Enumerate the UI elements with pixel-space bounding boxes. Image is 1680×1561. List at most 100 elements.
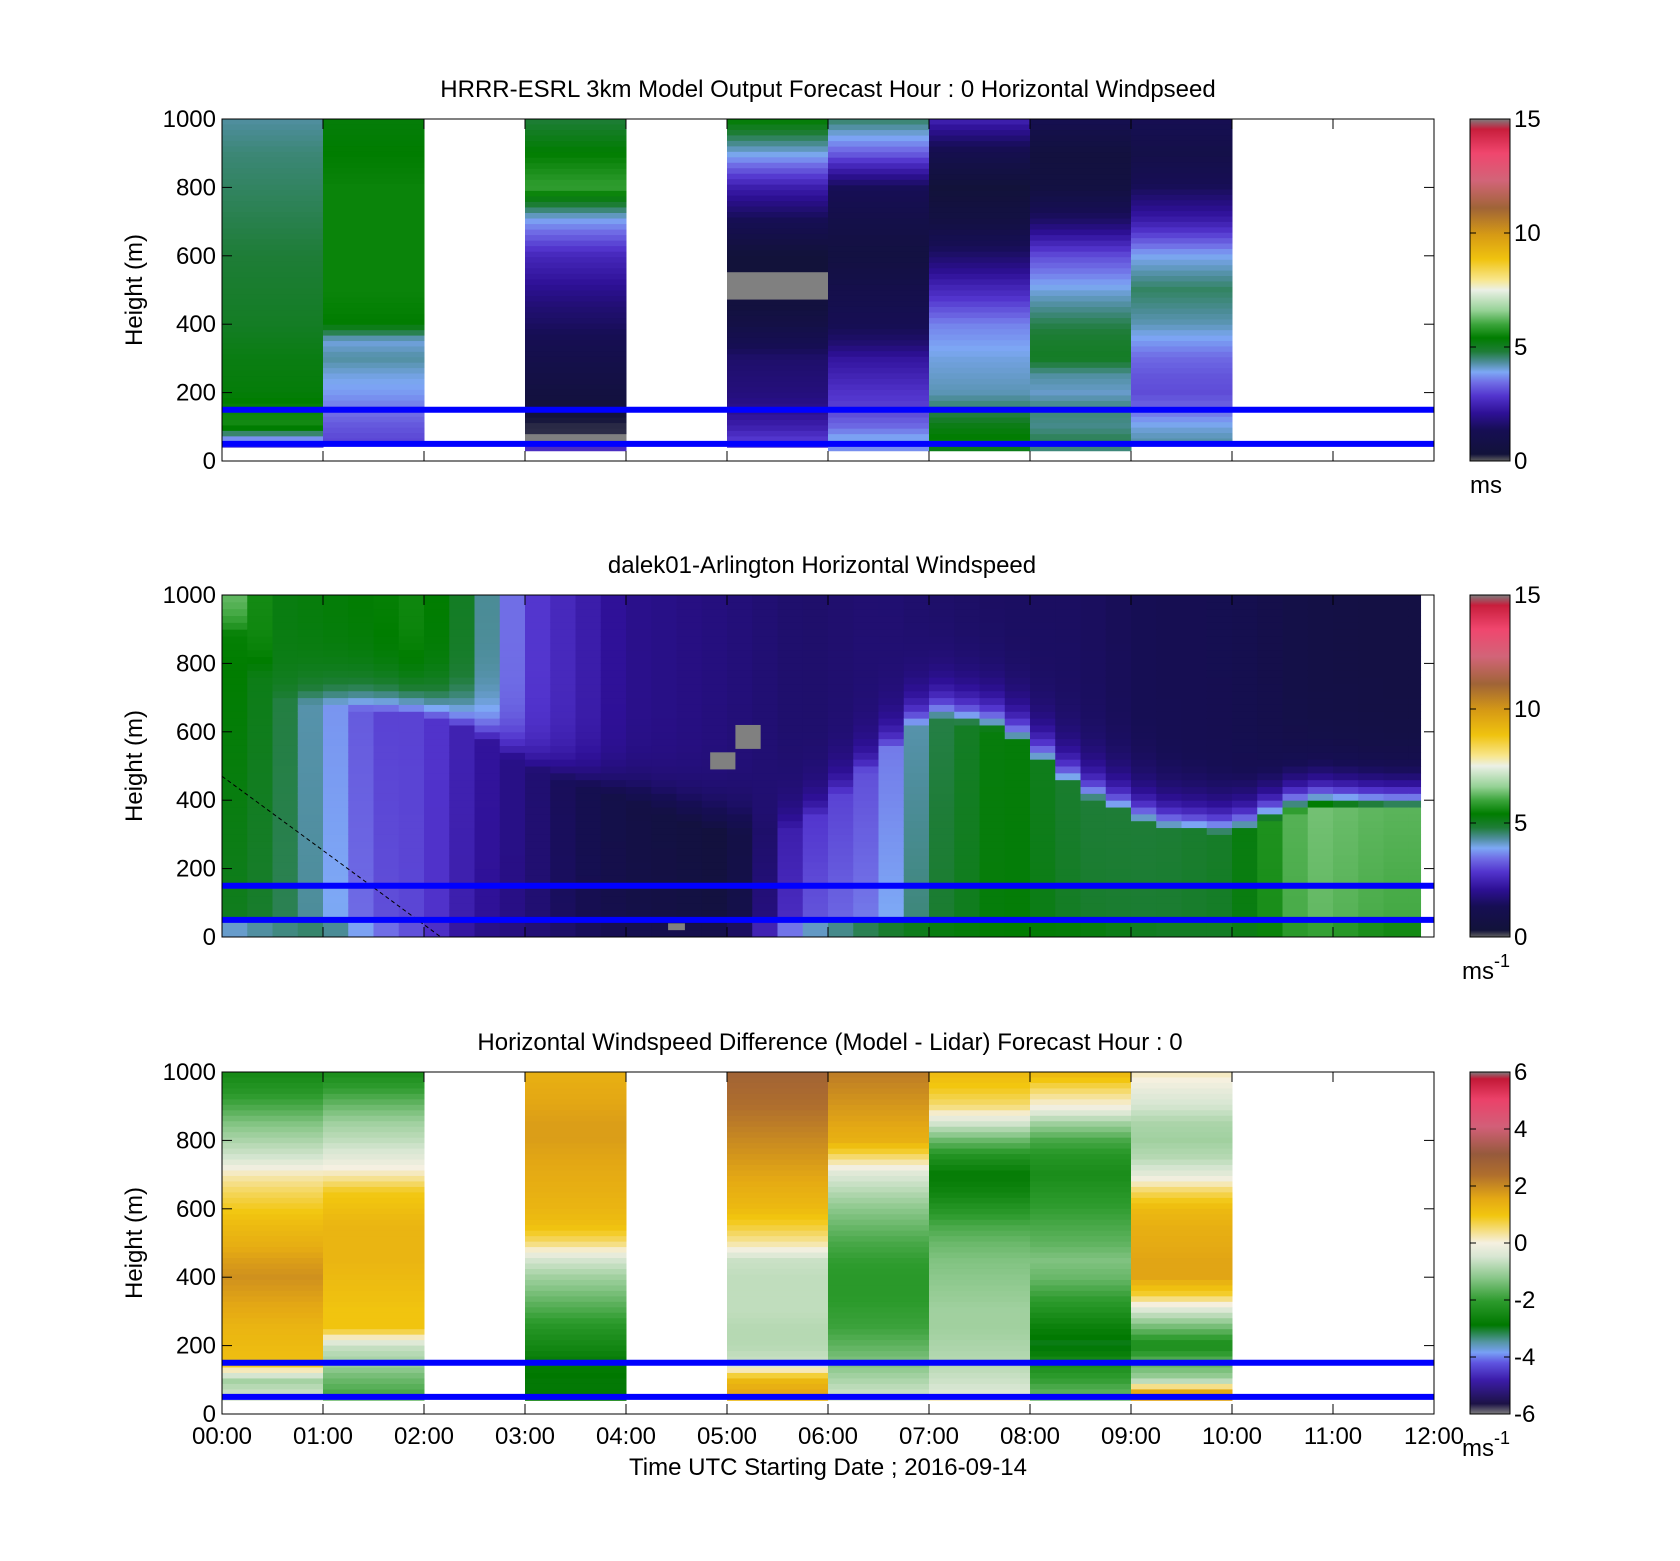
heatmap-cell	[1055, 813, 1081, 822]
heatmap-cell	[525, 1334, 627, 1341]
heatmap-cell	[222, 1154, 324, 1161]
heatmap-cell	[1030, 251, 1132, 258]
heatmap-cell	[222, 1143, 324, 1150]
heatmap-cell	[222, 683, 248, 692]
heatmap-cell	[272, 711, 299, 719]
heatmap-cell	[1408, 800, 1422, 808]
heatmap-cell	[575, 683, 602, 692]
heatmap-cell	[979, 663, 1006, 671]
heatmap-cell	[1181, 670, 1208, 678]
heatmap-cell	[222, 206, 324, 213]
heatmap-cell	[600, 820, 627, 829]
heatmap-cell	[1383, 854, 1410, 863]
heatmap-cell	[323, 636, 349, 644]
heatmap-cell	[1055, 779, 1081, 788]
heatmap-cell	[449, 601, 475, 610]
heatmap-cell	[929, 1307, 1031, 1314]
heatmap-cell	[979, 889, 1006, 897]
heatmap-cell	[525, 207, 627, 214]
heatmap-cell	[1055, 697, 1081, 705]
heatmap-cell	[550, 656, 576, 664]
heatmap-cell	[626, 889, 652, 897]
y-tick-label: 200	[176, 380, 216, 407]
heatmap-cell	[1282, 622, 1309, 630]
heatmap-cell	[777, 656, 804, 664]
heatmap-cell	[449, 622, 475, 630]
heatmap-cell	[499, 601, 526, 610]
heatmap-cell	[600, 902, 627, 911]
heatmap-cell	[499, 902, 526, 911]
heatmap-cell	[828, 1230, 930, 1237]
heatmap-cell	[449, 902, 475, 911]
heatmap-cell	[449, 861, 475, 870]
heatmap-cell	[701, 827, 728, 835]
heatmap-cell	[676, 759, 703, 767]
heatmap-cell	[752, 930, 778, 938]
heatmap-cell	[979, 649, 1006, 658]
heatmap-cell	[323, 324, 425, 331]
heatmap-cell	[1105, 909, 1132, 917]
heatmap-cell	[424, 766, 450, 774]
heatmap-cell	[297, 622, 324, 630]
heatmap-cell	[802, 868, 829, 876]
heatmap-cell	[424, 868, 450, 876]
heatmap-cell	[1181, 841, 1208, 849]
heatmap-cell	[1307, 827, 1334, 835]
heatmap-cell	[828, 1241, 930, 1248]
heatmap-cell	[1105, 595, 1132, 603]
heatmap-cell	[853, 895, 879, 904]
x-tick-label: 05:00	[697, 1423, 757, 1450]
heatmap-cell	[701, 779, 728, 788]
heatmap-cell	[752, 704, 778, 712]
heatmap-cell	[1206, 738, 1233, 746]
heatmap-cell	[626, 759, 652, 767]
heatmap-cell	[474, 677, 501, 685]
heatmap-cell	[474, 670, 501, 678]
heatmap-cell	[1131, 286, 1233, 293]
heatmap-cell	[1232, 656, 1258, 664]
heatmap-cell	[1080, 759, 1107, 767]
heatmap-cell	[1131, 124, 1233, 131]
heatmap-cell	[424, 649, 450, 658]
heatmap-cell	[853, 854, 879, 863]
heatmap-cell	[1408, 930, 1422, 938]
heatmap-cell	[878, 724, 905, 733]
heatmap-cell	[727, 615, 753, 623]
heatmap-cell	[323, 416, 425, 423]
heatmap-cell	[525, 1099, 627, 1106]
heatmap-cell	[727, 711, 753, 719]
heatmap-cell	[600, 738, 627, 746]
heatmap-cell	[954, 861, 980, 870]
heatmap-cell	[1282, 636, 1309, 644]
heatmap-cell	[878, 636, 905, 644]
heatmap-cell	[1307, 807, 1334, 815]
heatmap-cell	[1080, 629, 1107, 637]
heatmap-cell	[323, 1279, 425, 1286]
heatmap-cell	[525, 351, 627, 358]
heatmap-cell	[1105, 875, 1132, 883]
heatmap-cell	[1408, 889, 1422, 897]
heatmap-cell	[1080, 601, 1107, 610]
heatmap-cell	[1282, 909, 1309, 917]
heatmap-cell	[600, 622, 627, 630]
heatmap-cell	[1307, 724, 1334, 733]
heatmap-cell	[828, 423, 930, 430]
heatmap-cell	[1131, 1197, 1233, 1204]
heatmap-cell	[1257, 930, 1283, 938]
heatmap-cell	[525, 185, 627, 192]
heatmap-cell	[1105, 731, 1132, 740]
heatmap-cell	[727, 266, 829, 273]
heatmap-cell	[752, 629, 778, 637]
heatmap-cell	[828, 262, 930, 269]
heatmap-cell	[525, 601, 551, 610]
heatmap-cell	[323, 731, 349, 740]
heatmap-cell	[727, 889, 753, 897]
heatmap-cell	[323, 330, 425, 337]
heatmap-cell	[752, 745, 778, 753]
heatmap-cell	[247, 793, 273, 801]
heatmap-cell	[525, 257, 627, 264]
heatmap-cell	[752, 786, 778, 794]
panel-model-ylabel: Height (m)	[121, 234, 148, 346]
heatmap-cell	[1307, 909, 1334, 917]
